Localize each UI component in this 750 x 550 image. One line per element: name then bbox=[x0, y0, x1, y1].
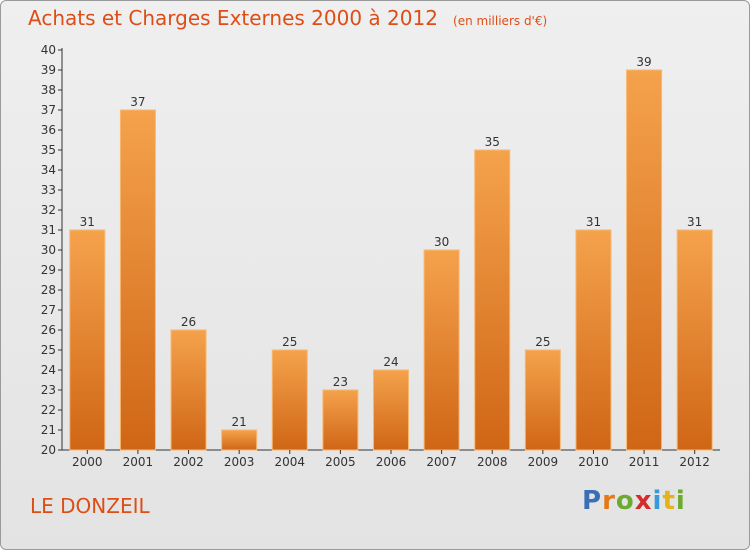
value-label: 25 bbox=[535, 335, 550, 349]
y-tick-label: 38 bbox=[41, 83, 56, 97]
y-tick-label: 40 bbox=[41, 43, 56, 57]
y-tick-label: 21 bbox=[41, 423, 56, 437]
x-tick-label: 2002 bbox=[173, 455, 204, 469]
y-tick-label: 33 bbox=[41, 183, 56, 197]
chart-title-block: Achats et Charges Externes 2000 à 2012 (… bbox=[28, 6, 547, 30]
bar bbox=[575, 229, 612, 451]
value-label: 37 bbox=[130, 95, 145, 109]
x-tick-label: 2010 bbox=[578, 455, 609, 469]
x-tick-label: 2011 bbox=[629, 455, 660, 469]
x-tick-label: 2012 bbox=[679, 455, 710, 469]
bar bbox=[170, 329, 207, 451]
bar bbox=[119, 109, 156, 451]
x-tick-label: 2004 bbox=[274, 455, 305, 469]
value-label: 35 bbox=[485, 135, 500, 149]
value-label: 24 bbox=[383, 355, 398, 369]
chart-unit: (en milliers d'€) bbox=[453, 14, 548, 28]
x-tick-label: 2005 bbox=[325, 455, 356, 469]
value-label: 31 bbox=[586, 215, 601, 229]
x-tick-label: 2001 bbox=[123, 455, 154, 469]
y-tick-label: 24 bbox=[41, 363, 56, 377]
bar bbox=[69, 229, 106, 451]
y-tick-label: 35 bbox=[41, 143, 56, 157]
x-tick-label: 2003 bbox=[224, 455, 255, 469]
y-tick-label: 22 bbox=[41, 403, 56, 417]
chart-title: Achats et Charges Externes 2000 à 2012 bbox=[28, 6, 438, 30]
x-tick-label: 2008 bbox=[477, 455, 508, 469]
y-tick-label: 28 bbox=[41, 283, 56, 297]
value-label: 26 bbox=[181, 315, 196, 329]
proxiti-logo: Proxiti bbox=[582, 486, 686, 516]
commune-name: LE DONZEIL bbox=[30, 494, 150, 518]
bar bbox=[322, 389, 359, 451]
x-tick-label: 2006 bbox=[376, 455, 407, 469]
bar bbox=[474, 149, 511, 451]
y-tick-label: 30 bbox=[41, 243, 56, 257]
y-tick-label: 20 bbox=[41, 443, 56, 457]
bar bbox=[221, 429, 258, 451]
y-tick-label: 31 bbox=[41, 223, 56, 237]
bar bbox=[626, 69, 663, 451]
x-tick-label: 2007 bbox=[426, 455, 457, 469]
x-tick-label: 2000 bbox=[72, 455, 103, 469]
value-label: 39 bbox=[636, 55, 651, 69]
y-tick-label: 32 bbox=[41, 203, 56, 217]
value-label: 30 bbox=[434, 235, 449, 249]
y-tick-label: 26 bbox=[41, 323, 56, 337]
value-label: 23 bbox=[333, 375, 348, 389]
value-label: 31 bbox=[80, 215, 95, 229]
y-tick-label: 37 bbox=[41, 103, 56, 117]
bar bbox=[271, 349, 308, 451]
value-label: 25 bbox=[282, 335, 297, 349]
bar bbox=[524, 349, 561, 451]
x-tick-label: 2009 bbox=[528, 455, 559, 469]
y-tick-label: 25 bbox=[41, 343, 56, 357]
y-tick-label: 27 bbox=[41, 303, 56, 317]
y-tick-label: 39 bbox=[41, 63, 56, 77]
y-tick-label: 29 bbox=[41, 263, 56, 277]
y-tick-label: 34 bbox=[41, 163, 56, 177]
bar bbox=[373, 369, 409, 451]
value-label: 21 bbox=[232, 415, 247, 429]
y-tick-label: 23 bbox=[41, 383, 56, 397]
value-label: 31 bbox=[687, 215, 702, 229]
bar bbox=[423, 249, 460, 451]
y-tick-label: 36 bbox=[41, 123, 56, 137]
bar bbox=[676, 229, 713, 451]
